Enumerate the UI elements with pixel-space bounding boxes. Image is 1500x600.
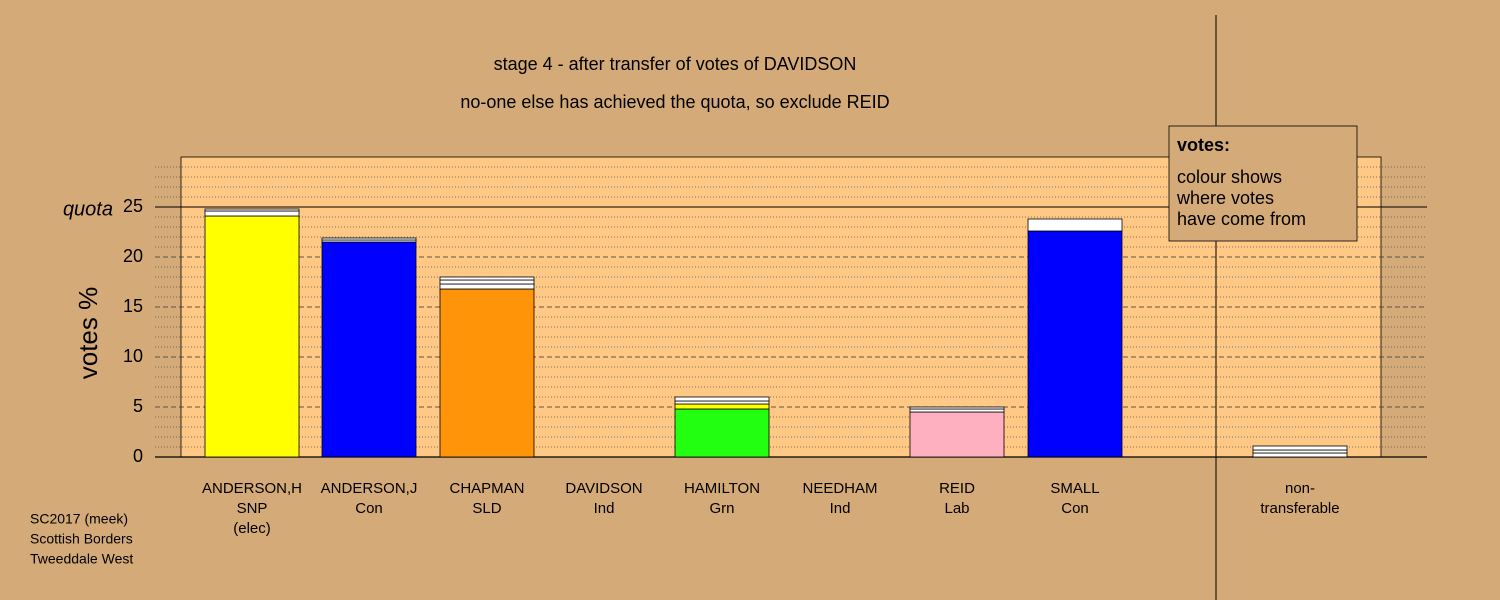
bar-segment	[909, 408, 1005, 413]
bar-segment	[439, 283, 535, 290]
x-tick-label: CHAPMAN	[449, 480, 524, 497]
footnote: SC2017 (meek)	[30, 511, 128, 527]
y-tick-label: 5	[133, 396, 143, 416]
bar-segment	[674, 408, 770, 458]
legend-box	[1168, 125, 1358, 242]
x-tick-label: Ind	[594, 500, 615, 517]
x-tick-label: REID	[939, 480, 975, 497]
x-tick-label: transferable	[1260, 500, 1339, 517]
x-tick-label: ANDERSON,J	[321, 480, 418, 497]
chart-subtitle: no-one else has achieved the quota, so e…	[460, 92, 889, 112]
x-tick-label: SNP	[237, 500, 268, 517]
bar-segment	[1252, 449, 1348, 454]
y-tick-label: 25	[123, 196, 143, 216]
y-tick-label: 20	[123, 246, 143, 266]
x-tick-label: Con	[1061, 500, 1089, 517]
bar-segment	[674, 396, 770, 402]
x-tick-label: HAMILTON	[684, 480, 760, 497]
bar-segment	[909, 411, 1005, 458]
x-tick-label: (elec)	[233, 520, 271, 537]
bar-segment	[439, 288, 535, 458]
x-tick-label: non-	[1285, 480, 1315, 497]
bar-segment	[1252, 445, 1348, 451]
footnote: Scottish Borders	[30, 531, 133, 547]
x-tick-label: DAVIDSON	[565, 480, 642, 497]
footnote: Tweeddale West	[30, 551, 133, 567]
legend-text: colour shows	[1177, 167, 1282, 187]
x-tick-label: SMALL	[1050, 480, 1099, 497]
x-tick-label: NEEDHAM	[802, 480, 877, 497]
bar-segment	[1027, 218, 1123, 232]
bar-segment	[321, 237, 417, 241]
x-tick-label: SLD	[472, 500, 501, 517]
bar-segment	[1252, 452, 1348, 458]
y-tick-label: 10	[123, 346, 143, 366]
y-tick-label: 15	[123, 296, 143, 316]
chart-title: stage 4 - after transfer of votes of DAV…	[494, 54, 857, 74]
x-tick-label: Con	[355, 500, 383, 517]
y-axis-label: votes %	[73, 287, 103, 380]
x-tick-label: Grn	[709, 500, 734, 517]
legend-title: votes:	[1177, 135, 1230, 155]
legend-text: where votes	[1176, 188, 1274, 208]
y-tick-label: 0	[133, 446, 143, 466]
bar-segment	[1027, 230, 1123, 458]
bar-segment	[321, 241, 417, 458]
bar-segment	[204, 215, 300, 458]
bar-segment	[909, 406, 1005, 410]
x-tick-label: Lab	[944, 500, 969, 517]
bar-segment	[674, 400, 770, 405]
bars	[204, 208, 1348, 458]
bar-segment	[674, 403, 770, 410]
x-tick-label: ANDERSON,H	[202, 480, 302, 497]
bar-segment	[204, 210, 300, 217]
bar-segment	[204, 208, 300, 212]
bar-segment	[439, 276, 535, 281]
x-tick-label: Ind	[830, 500, 851, 517]
bar-segment	[439, 279, 535, 285]
quota-label: quota	[63, 198, 113, 220]
legend-text: have come from	[1177, 209, 1306, 229]
